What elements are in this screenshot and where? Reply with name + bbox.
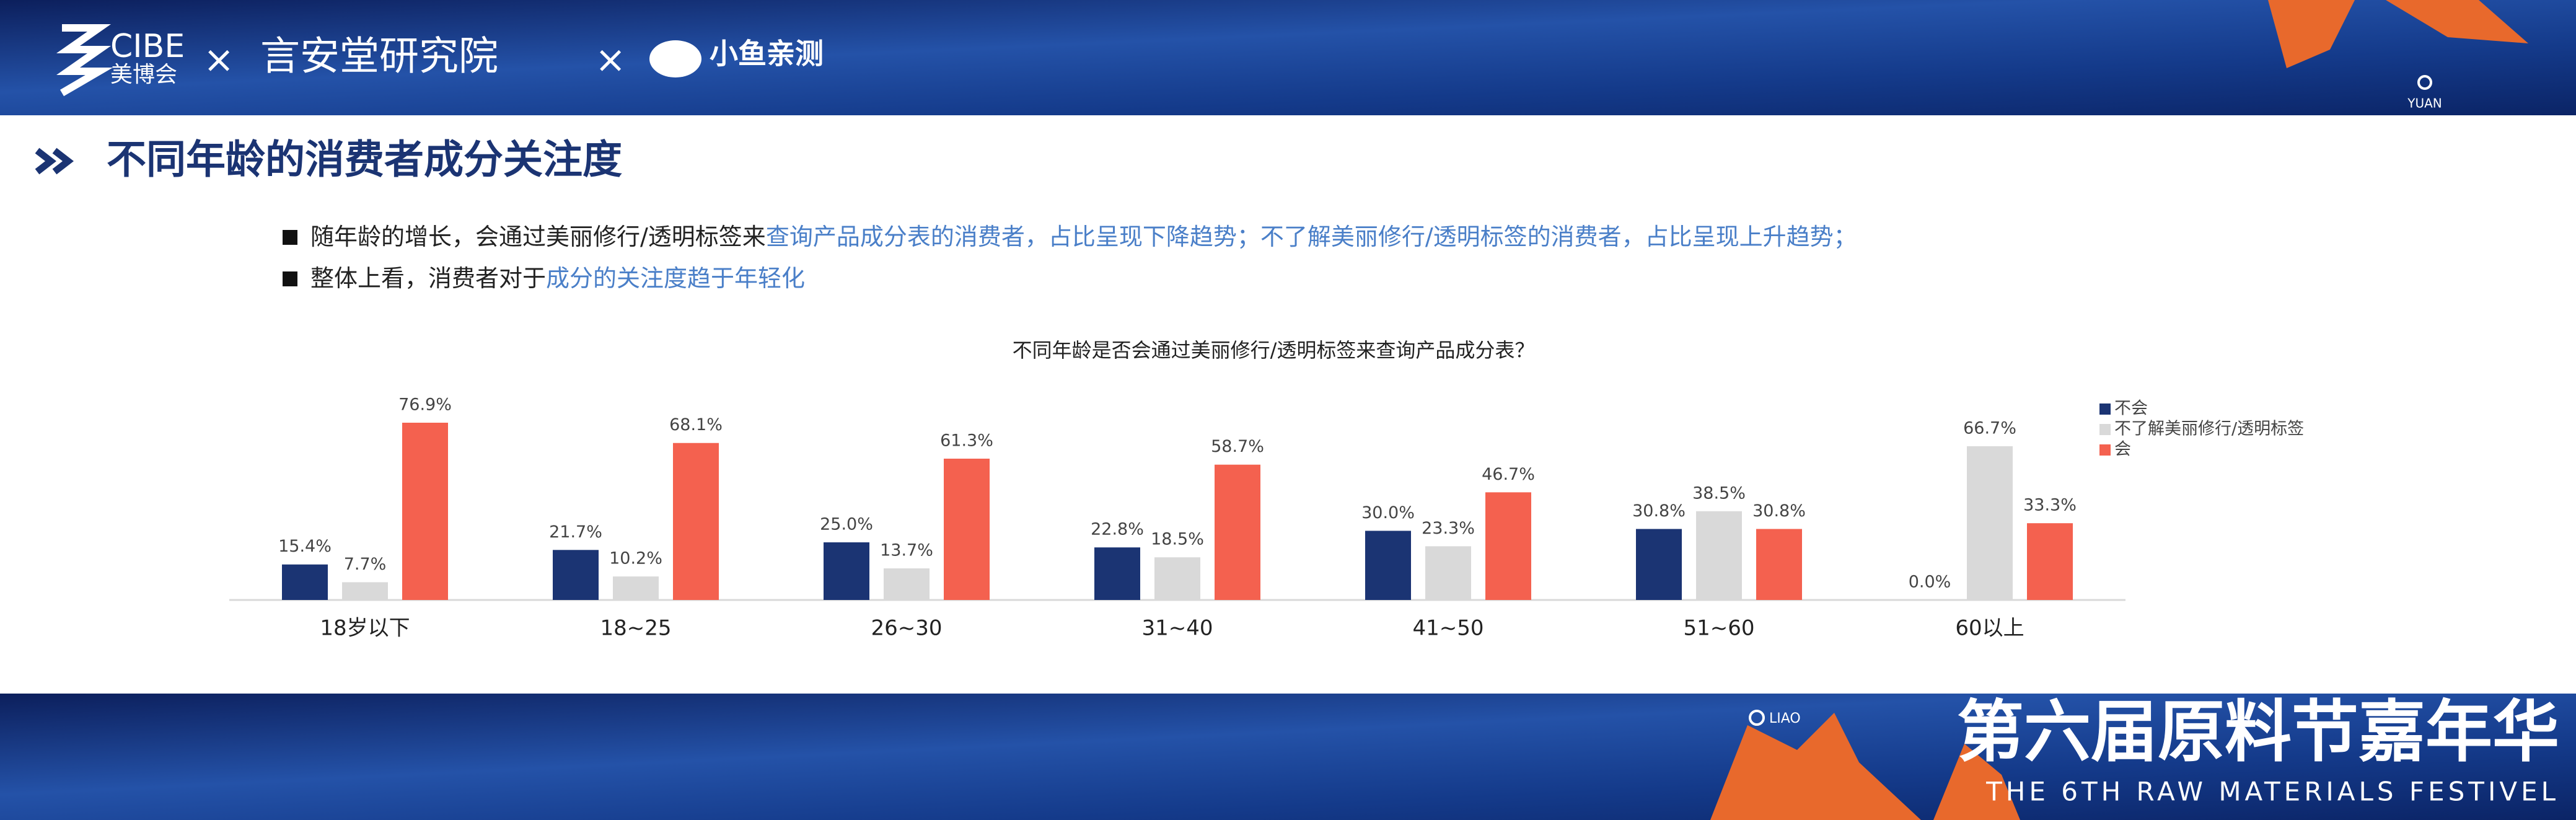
logo: 小鱼亲测 (710, 37, 824, 71)
value-label: 18.5% (1151, 530, 1204, 549)
bar (944, 459, 990, 600)
logo: 美博会 (110, 62, 177, 87)
value-label: 13.7% (880, 541, 933, 560)
footer-title: 第六届原料节嘉年华 (1957, 694, 2559, 771)
bar (553, 550, 599, 600)
x-tick-label: 51~60 (1683, 616, 1754, 641)
value-label: 38.5% (1692, 483, 1746, 503)
bar (1967, 446, 2013, 600)
x-tick-label: 26~30 (871, 616, 942, 641)
value-label: 15.4% (278, 537, 332, 556)
value-label: 7.7% (344, 555, 387, 574)
bar (1154, 557, 1200, 600)
separator: × (203, 38, 234, 82)
legend-swatch (2099, 444, 2111, 456)
bar (1756, 529, 1802, 600)
logo-icon (649, 40, 701, 77)
bar (1425, 546, 1471, 600)
value-label: 46.7% (1482, 465, 1535, 484)
value-label: 58.7% (1211, 437, 1264, 456)
chart-title: 不同年龄是否会通过美丽修行/透明标签来查询产品成分表？ (1013, 338, 1535, 362)
plot: 18岁以下 15.4% 7.7% 76.9% 18~25 21.7% 10.2% 68.1% 2… (278, 395, 2304, 641)
value-label: 68.1% (669, 415, 723, 434)
value-label: 25.0% (820, 515, 873, 534)
bar (824, 542, 869, 600)
top-banner (0, 0, 2576, 115)
bullet (283, 271, 297, 286)
decor (1710, 713, 2020, 820)
logo: CIBE (110, 28, 185, 65)
highlight: 成分的关注度趋于年轻化 (546, 265, 805, 292)
x-tick-label: 60以上 (1955, 616, 2024, 641)
value-label: 33.3% (2023, 496, 2077, 515)
x-tick-label: 18岁以下 (320, 616, 410, 641)
bar (402, 423, 448, 600)
legend-label: 不了解美丽修行/透明标签 (2114, 420, 2304, 439)
title-icon (35, 148, 74, 175)
value-label: 23.3% (1422, 519, 1475, 538)
badge: LIAO (1769, 711, 1801, 726)
section-title: 不同年龄的消费者成分关注度 (107, 138, 622, 183)
bullet-text: 随年龄的增长，会通过美丽修行/透明标签来查询产品成分表的消费者，占比呈现下降趋势… (310, 223, 1857, 250)
logo-icon (56, 24, 113, 97)
badge-icon (1749, 710, 1765, 726)
logo: 言安堂研究院 (260, 34, 498, 80)
x-tick-label: 31~40 (1141, 616, 1213, 641)
legend-label: 会 (2114, 440, 2131, 459)
bar (884, 568, 930, 600)
bar (2027, 523, 2073, 600)
value-label: 30.8% (1632, 501, 1686, 521)
bar (1365, 531, 1411, 600)
bar (282, 564, 328, 600)
bar (613, 576, 659, 600)
footer-subtitle: THE 6TH RAW MATERIALS FESTIVEL (1985, 777, 2559, 807)
legend-label: 不会 (2114, 399, 2148, 418)
bar (1094, 547, 1140, 600)
x-tick-label: 18~25 (600, 616, 671, 641)
text: 随年龄的增长，会通过美丽修行/透明标签来 (310, 223, 766, 250)
bar (1636, 529, 1682, 600)
badge: YUAN (2407, 96, 2442, 111)
bar (1696, 511, 1742, 600)
bottom-banner (0, 694, 2576, 820)
value-label: 22.8% (1091, 520, 1144, 539)
highlight: 查询产品成分表的消费者，占比呈现下降趋势；不了解美丽修行/透明标签的消费者，占比… (766, 223, 1857, 250)
legend-swatch (2099, 403, 2111, 415)
value-label: 21.7% (549, 522, 602, 542)
value-label: 61.3% (940, 431, 993, 451)
value-label: 66.7% (1963, 418, 2016, 438)
legend-swatch (2099, 424, 2111, 435)
bar (1215, 464, 1260, 600)
bar (1485, 492, 1531, 600)
bullet-text: 整体上看，消费者对于成分的关注度趋于年轻化 (310, 265, 805, 292)
value-label: 10.2% (609, 549, 662, 568)
value-label: 30.0% (1361, 503, 1415, 522)
bar (342, 582, 388, 600)
separator: × (595, 38, 626, 82)
value-label: 76.9% (398, 395, 452, 415)
text: 整体上看，消费者对于 (310, 265, 546, 292)
bullet (283, 230, 297, 245)
bar (673, 443, 719, 600)
value-label: 0.0% (1909, 573, 1951, 592)
x-tick-label: 41~50 (1412, 616, 1484, 641)
badge-icon (2417, 75, 2432, 90)
value-label: 30.8% (1752, 501, 1806, 521)
decor (2268, 0, 2528, 68)
